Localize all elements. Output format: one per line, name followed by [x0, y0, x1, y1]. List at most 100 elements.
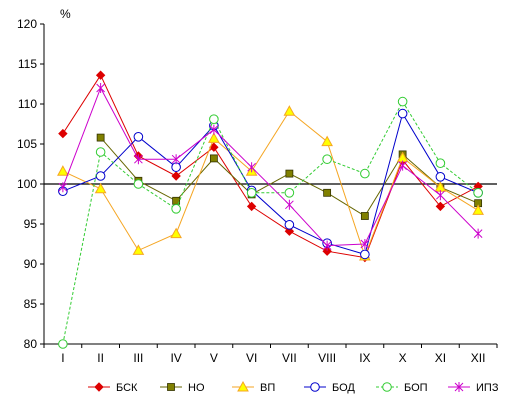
data-point [209, 154, 218, 163]
data-point [360, 168, 370, 179]
data-point [58, 339, 68, 349]
x-tick-label: V [210, 351, 218, 365]
y-axis-ticks: 80 85 90 95 100 105 110 115 120 [17, 17, 44, 351]
x-tick-label: XII [471, 351, 486, 365]
y-tick-label: 95 [24, 217, 38, 231]
data-point [397, 96, 408, 107]
y-tick-label: 105 [17, 137, 37, 151]
data-point [283, 105, 296, 116]
legend-label: БОП [404, 382, 428, 394]
x-tick-label: X [399, 351, 407, 365]
data-point [360, 249, 370, 260]
legend-item: ВП [232, 380, 275, 394]
y-tick-label: 80 [24, 337, 38, 351]
legend: БСК НО ВП БОД БОП ИПЗ [88, 380, 499, 394]
data-point [322, 246, 332, 256]
series-4 [58, 96, 483, 349]
data-point [472, 204, 484, 215]
legend-label: ВП [260, 382, 275, 394]
data-point [94, 182, 107, 194]
legend-label: БОД [332, 382, 355, 394]
data-point [95, 171, 106, 181]
data-point [209, 114, 219, 124]
legend-swatch-marker [94, 382, 104, 392]
x-tick-label: IV [170, 351, 181, 365]
x-tick-label: VI [246, 351, 257, 365]
data-point [285, 199, 294, 210]
y-tick-label: 110 [18, 97, 37, 111]
data-point [284, 226, 295, 236]
series-line [62, 110, 479, 258]
data-point [323, 188, 332, 197]
data-point [473, 188, 483, 198]
y-tick-label: 120 [17, 17, 37, 31]
data-point [96, 133, 105, 142]
data-point [171, 204, 181, 214]
legend-swatch-marker [237, 380, 249, 392]
data-point [435, 172, 446, 182]
data-point [284, 188, 295, 198]
data-point [58, 128, 68, 139]
data-point [170, 227, 182, 239]
series-3 [58, 108, 483, 260]
data-point [95, 70, 106, 80]
series-5 [58, 83, 483, 251]
x-tick-label: VIII [318, 351, 336, 365]
legend-swatch-marker [167, 383, 175, 391]
data-point [208, 132, 220, 143]
x-tick-label: XI [435, 351, 446, 365]
y-tick-label: 115 [18, 57, 37, 71]
series-line [62, 86, 479, 247]
data-point [95, 147, 106, 157]
data-point [322, 154, 332, 164]
data-point [246, 201, 257, 212]
series-line [62, 100, 479, 345]
data-point [133, 179, 144, 189]
legend-swatch-marker [382, 382, 392, 392]
data-point [435, 158, 446, 168]
y-axis-unit-label: % [60, 7, 71, 21]
x-tick-label: II [97, 351, 104, 365]
data-point [58, 182, 68, 193]
series-line [62, 112, 479, 256]
legend-label: БСК [116, 382, 138, 394]
legend-item: НО [160, 382, 205, 394]
data-point [435, 201, 446, 212]
series-layer [57, 70, 484, 349]
data-point [96, 83, 105, 93]
legend-swatch-marker [454, 382, 464, 392]
legend-item: БСК [88, 382, 138, 394]
legend-label: ИПЗ [476, 382, 499, 394]
x-tick-label: VII [282, 351, 297, 365]
data-point [246, 188, 257, 198]
data-point [171, 171, 181, 181]
data-point [398, 160, 407, 171]
data-point [322, 240, 332, 251]
data-point [133, 132, 144, 142]
data-point [397, 108, 408, 119]
y-tick-label: 90 [24, 257, 38, 271]
legend-swatch-marker [310, 382, 320, 392]
x-axis-ticks: I II III IV V VI VII VIII IX X XI XII [43, 344, 498, 365]
series-line [62, 74, 479, 259]
legend-item: БОП [376, 382, 428, 394]
data-point [57, 165, 69, 176]
data-point [134, 154, 143, 165]
data-point [436, 190, 445, 201]
data-point [321, 135, 333, 147]
data-point [247, 162, 256, 173]
x-tick-label: III [133, 351, 143, 365]
data-point [209, 124, 219, 135]
legend-item: БОД [304, 382, 355, 394]
data-point [473, 228, 483, 239]
series-0 [58, 70, 483, 263]
legend-item: ИПЗ [448, 382, 499, 394]
data-point [360, 239, 370, 249]
x-tick-label: I [61, 351, 64, 365]
data-point [284, 220, 295, 230]
legend-label: НО [188, 382, 205, 394]
x-tick-label: IX [359, 351, 370, 365]
data-point [132, 244, 145, 255]
y-tick-label: 100 [17, 177, 37, 191]
